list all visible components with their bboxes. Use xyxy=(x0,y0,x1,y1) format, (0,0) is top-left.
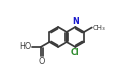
Text: HO: HO xyxy=(19,42,31,51)
Text: N: N xyxy=(72,17,79,26)
Text: O: O xyxy=(38,57,44,66)
Text: Cl: Cl xyxy=(71,48,80,57)
Text: CH₃: CH₃ xyxy=(92,24,105,30)
